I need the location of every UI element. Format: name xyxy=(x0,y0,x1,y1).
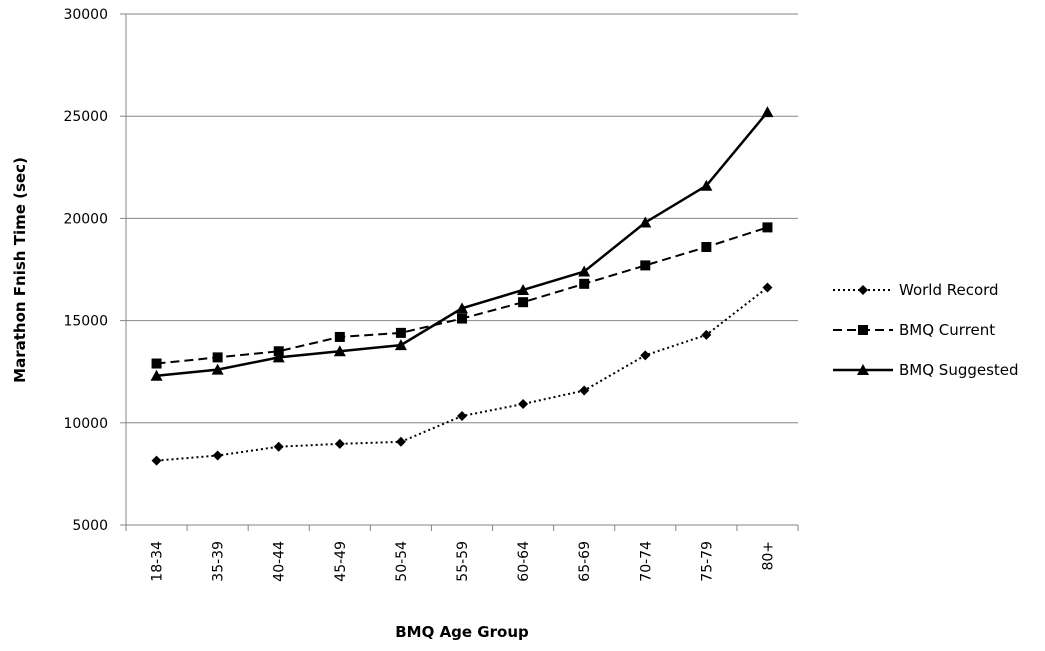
x-tick-label: 60-64 xyxy=(516,541,532,582)
diamond-marker xyxy=(701,329,712,340)
y-axis-title: Marathon Fnish Time (sec) xyxy=(11,157,29,383)
square-marker xyxy=(579,278,590,289)
diamond-marker xyxy=(858,285,868,295)
diamond-marker xyxy=(579,385,590,396)
legend: World Record BMQ Current BMQ Suggested xyxy=(833,281,1019,379)
legend-item: World Record xyxy=(833,281,999,299)
square-marker xyxy=(334,331,345,342)
x-tick-label: 45-49 xyxy=(333,541,349,582)
gridlines xyxy=(126,13,798,526)
y-tick-labels: 5000 10000 15000 20000 25000 30000 xyxy=(63,7,108,534)
series-line-bmq-suggested xyxy=(156,111,769,378)
x-tick-label: 65-69 xyxy=(577,541,593,582)
diamond-marker xyxy=(273,441,284,452)
square-marker xyxy=(762,222,773,233)
x-tick-label: 40-44 xyxy=(272,541,288,582)
legend-item: BMQ Current xyxy=(833,321,995,339)
series-line-world-record xyxy=(156,286,769,462)
x-tick-labels: 18-34 35-39 40-44 45-49 50-54 55-59 60-64 65-69… xyxy=(150,541,777,582)
diamond-marker xyxy=(457,411,467,422)
square-marker xyxy=(640,260,651,271)
triangle-marker xyxy=(394,339,407,351)
legend-label: BMQ Current xyxy=(899,321,995,339)
y-tick-label: 10000 xyxy=(63,416,108,432)
diamond-marker xyxy=(395,436,406,447)
triangle-marker xyxy=(272,351,285,363)
legend-item: BMQ Suggested xyxy=(833,361,1019,379)
x-tick-label: 55-59 xyxy=(455,541,471,582)
triangle-marker xyxy=(211,363,224,375)
diamond-marker xyxy=(762,282,773,293)
triangle-marker xyxy=(700,179,713,191)
axes xyxy=(120,13,799,531)
square-marker xyxy=(151,358,162,369)
x-tick-label: 18-34 xyxy=(150,541,166,582)
data-markers xyxy=(150,106,774,466)
y-tick-label: 20000 xyxy=(63,211,108,227)
triangle-marker xyxy=(639,216,652,228)
square-marker xyxy=(701,242,712,253)
diamond-marker xyxy=(640,350,651,361)
legend-label: World Record xyxy=(899,281,999,299)
triangle-marker xyxy=(150,369,163,381)
square-marker xyxy=(518,297,529,308)
x-tick-label: 70-74 xyxy=(638,541,654,582)
square-marker xyxy=(212,352,223,363)
x-tick-label: 75-79 xyxy=(699,541,715,582)
series-line-bmq-current xyxy=(156,226,768,365)
triangle-marker xyxy=(578,265,591,277)
x-tick-label: 35-39 xyxy=(211,541,227,582)
diamond-marker xyxy=(151,455,162,466)
square-marker xyxy=(858,325,868,335)
x-axis-title: BMQ Age Group xyxy=(395,623,529,641)
x-tick-label: 80+ xyxy=(760,541,776,571)
triangle-marker xyxy=(456,302,468,314)
diamond-marker xyxy=(212,450,223,461)
square-marker xyxy=(457,313,467,324)
y-tick-label: 5000 xyxy=(72,518,108,534)
triangle-marker xyxy=(517,283,530,295)
y-tick-label: 25000 xyxy=(63,109,108,125)
triangle-marker xyxy=(333,345,346,357)
square-marker xyxy=(273,346,284,357)
square-marker xyxy=(395,327,406,338)
diamond-marker xyxy=(518,398,529,409)
triangle-marker xyxy=(857,364,869,375)
diamond-marker xyxy=(334,438,345,449)
triangle-marker xyxy=(761,106,774,118)
y-tick-label: 30000 xyxy=(63,7,108,23)
x-tick-label: 50-54 xyxy=(394,541,410,582)
series-lines xyxy=(156,111,769,462)
legend-label: BMQ Suggested xyxy=(899,361,1019,379)
y-tick-label: 15000 xyxy=(63,314,108,330)
